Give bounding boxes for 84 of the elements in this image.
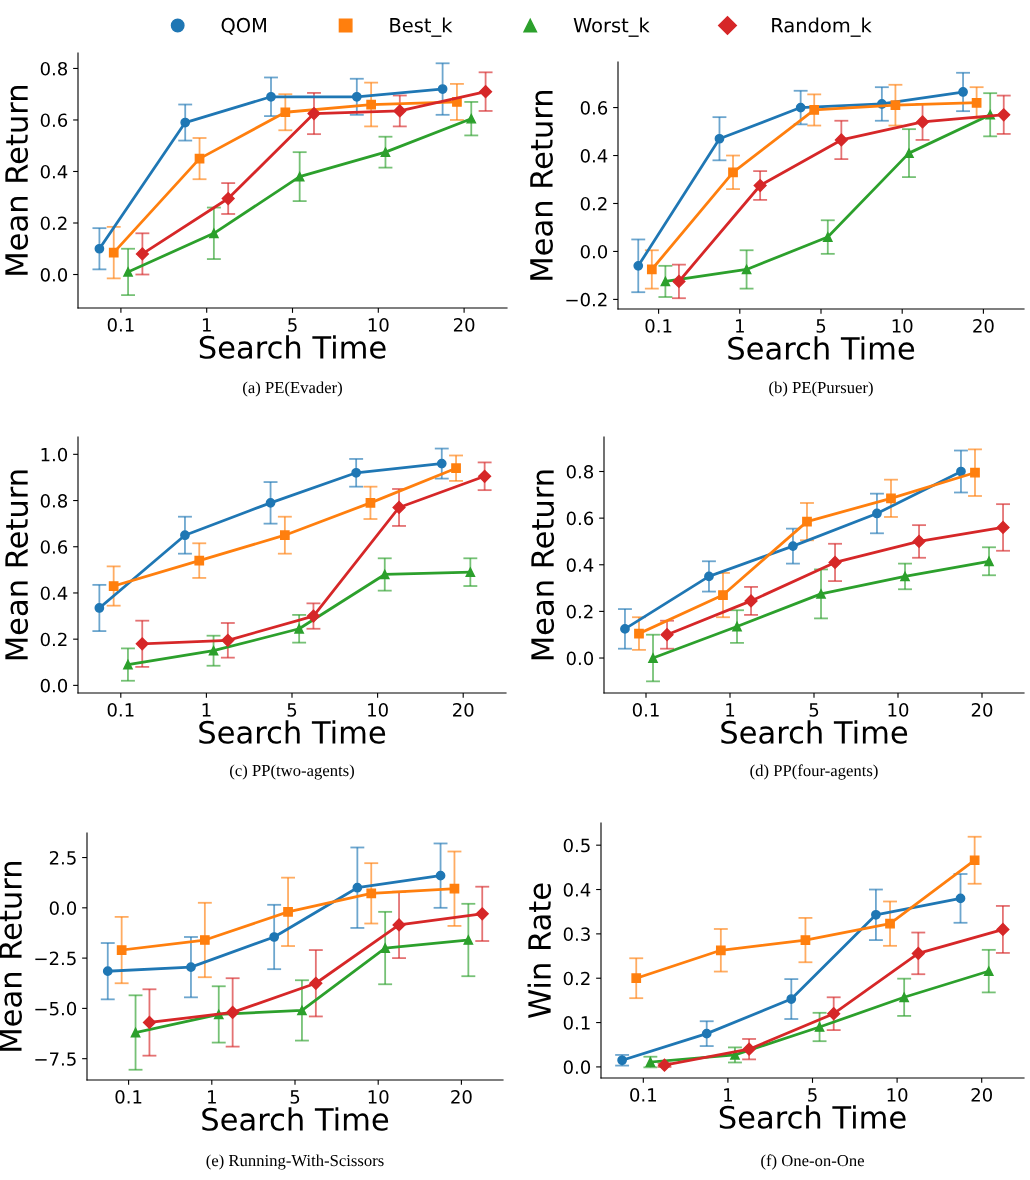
x-tick-label: 10 — [892, 319, 913, 333]
x-axis-title: Search Time — [199, 720, 386, 744]
x-tick-label: 1 — [202, 703, 211, 717]
y-tick-label: 0.0 — [563, 1060, 591, 1075]
x-tick-label: 0.1 — [107, 703, 134, 717]
y-tick-label: 0.4 — [563, 882, 591, 897]
y-axis-title: Mean Return — [5, 85, 29, 275]
legend-label: Worst_k — [573, 17, 650, 37]
x-tick-label: 5 — [290, 1090, 300, 1104]
x-tick-label: 10 — [888, 703, 909, 717]
x-tick-label: 10 — [887, 1088, 908, 1102]
x-tick-label: 20 — [451, 1090, 472, 1104]
x-tick-label: 1 — [726, 703, 735, 717]
x-tick-label: 5 — [288, 318, 297, 332]
y-axis-title: Mean Return — [531, 470, 555, 660]
text: (d) PP(four-agents) — [750, 764, 878, 780]
x-tick-label: 0.1 — [630, 1088, 656, 1102]
x-tick-label: 10 — [368, 318, 389, 332]
y-tick-label: 0.6 — [40, 540, 68, 554]
legend-label: QOM — [221, 17, 266, 35]
y-tick-label: 0.0 — [40, 267, 68, 282]
y-tick-label: 0.8 — [40, 61, 68, 76]
y-axis-title: Mean Return — [5, 470, 29, 660]
x-tick-label: 10 — [368, 703, 388, 717]
y-tick-label: 0.2 — [580, 196, 607, 211]
y-tick-label: 0.4 — [40, 164, 68, 179]
y-tick-label: 0.0 — [40, 678, 68, 693]
y-tick-label: 0.0 — [580, 244, 608, 259]
y-tick-label: 0.8 — [40, 494, 68, 508]
y-axis-title: Win Rate — [527, 883, 552, 1019]
text: (c) PP(two-agents) — [230, 764, 354, 780]
y-tick-label: 0.0 — [566, 651, 594, 666]
x-axis-title: Search Time — [721, 720, 908, 744]
text: (e) Running-With-Scissors — [206, 1154, 384, 1170]
x-tick-label: 5 — [809, 703, 819, 717]
y-tick-label: 0.1 — [563, 1016, 590, 1030]
y-tick-label: 0.6 — [566, 511, 594, 526]
x-tick-label: 1 — [736, 319, 744, 333]
y-tick-label: −2.5 — [35, 951, 76, 966]
y-tick-label: −0.2 — [566, 292, 607, 307]
y-tick-label: 0.6 — [40, 113, 68, 128]
x-tick-label: 5 — [808, 1088, 817, 1102]
y-tick-label: 0.4 — [40, 586, 68, 601]
x-tick-label: 20 — [971, 1088, 992, 1102]
x-tick-label: 0.1 — [107, 318, 134, 332]
y-tick-label: 0.2 — [40, 216, 67, 231]
x-tick-label: 0.1 — [115, 1090, 142, 1104]
legend-label: Random_k — [772, 17, 872, 37]
y-tick-label: 0.2 — [566, 604, 593, 619]
y-tick-label: 0.2 — [563, 971, 590, 986]
x-tick-label: 20 — [973, 319, 994, 333]
y-axis-title: Mean Return — [0, 861, 22, 1051]
legend-label: Best_k — [390, 17, 453, 37]
y-tick-label: 0.0 — [49, 901, 77, 915]
x-axis-title: Search Time — [719, 1105, 906, 1129]
x-axis-title: Search Time — [728, 336, 915, 360]
x-tick-label: 5 — [816, 319, 826, 333]
y-tick-label: 0.8 — [566, 464, 594, 479]
y-tick-label: 1.0 — [41, 447, 68, 462]
x-tick-label: 1 — [208, 1090, 216, 1104]
x-tick-label: 20 — [971, 703, 993, 717]
y-tick-label: −7.5 — [35, 1052, 76, 1066]
x-tick-label: 5 — [287, 703, 297, 717]
x-axis-title: Search Time — [199, 335, 386, 359]
text: (a) PE(Evader) — [243, 381, 342, 397]
y-axis-title: Mean Return — [530, 90, 553, 280]
x-tick-label: 10 — [368, 1090, 389, 1104]
x-tick-label: 0.1 — [632, 703, 659, 717]
x-tick-label: 20 — [453, 318, 475, 332]
y-tick-label: 0.2 — [40, 632, 67, 647]
x-tick-label: 1 — [202, 318, 211, 332]
y-tick-label: −5.0 — [35, 1001, 77, 1016]
y-tick-label: 0.4 — [566, 558, 594, 572]
x-tick-label: 20 — [453, 703, 474, 717]
y-tick-label: 2.5 — [49, 851, 76, 865]
y-tick-label: 0.4 — [580, 148, 608, 163]
x-axis-title: Search Time — [202, 1107, 389, 1131]
y-tick-label: 0.6 — [580, 101, 608, 115]
text: (f) One-on-One — [761, 1154, 864, 1170]
y-tick-label: 0.3 — [563, 927, 590, 941]
y-tick-label: 0.5 — [563, 838, 590, 853]
text: (b) PE(Pursuer) — [769, 381, 873, 397]
x-tick-label: 0.1 — [645, 319, 672, 333]
x-tick-label: 1 — [724, 1088, 732, 1102]
